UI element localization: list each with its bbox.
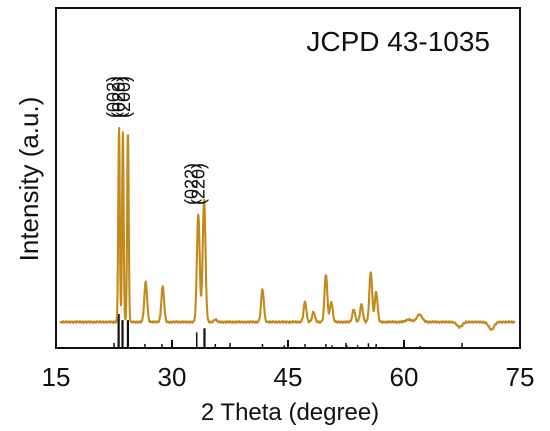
x-tick-label-45: 45 <box>274 362 303 392</box>
peak-label-2: (200) <box>114 76 134 118</box>
peak-label-0: (002) <box>103 76 123 118</box>
x-axis-ticks: 15 30 45 60 75 <box>42 340 535 392</box>
x-tick-label-60: 60 <box>390 362 419 392</box>
peak-label-3: (022) <box>182 163 202 205</box>
peak-label-4: (220) <box>188 163 208 205</box>
peak-label-group: (002)(020)(200) (022)(220) <box>103 76 208 205</box>
x-tick-label-75: 75 <box>506 362 535 392</box>
y-axis-label: Intensity (a.u.) <box>14 97 44 262</box>
x-axis-label: 2 Theta (degree) <box>201 399 379 426</box>
pattern-line-group <box>59 127 516 331</box>
chart-title: JCPD 43-1035 <box>306 26 490 57</box>
x-tick-label-15: 15 <box>42 362 71 392</box>
xrd-pattern-line <box>59 127 516 331</box>
x-tick-label-30: 30 <box>158 362 187 392</box>
peak-label-1: (020) <box>109 76 129 118</box>
